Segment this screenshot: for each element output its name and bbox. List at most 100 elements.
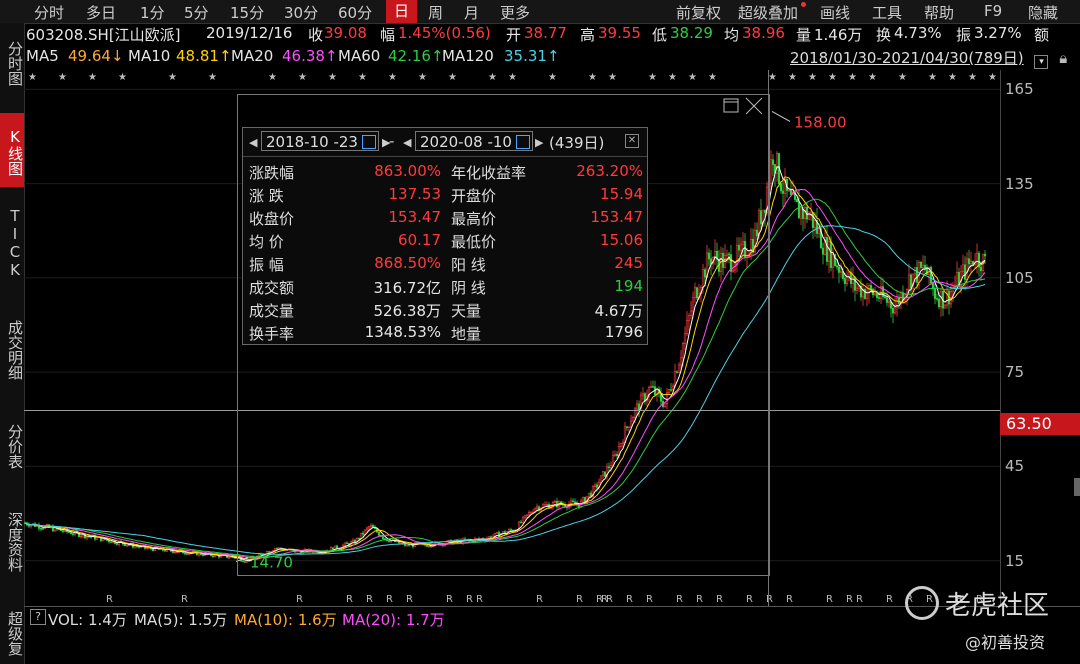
candle-body [509,529,513,531]
close-value: 39.08 [324,24,367,42]
vol-value: 1.46万 [814,26,863,44]
menu-help[interactable]: 帮助 [924,4,955,22]
rights-marker: R [786,594,793,605]
candle-body [855,287,859,291]
stat-label: 换手率 [249,325,295,343]
nav-depth-data[interactable]: 深度资料 [6,512,24,572]
candle-body [955,272,959,286]
candle-body [815,220,819,234]
rights-marker: R [576,594,583,605]
candle-body [979,266,983,271]
menu-item-1min[interactable]: 1分 [140,4,165,22]
menu-hide[interactable]: 隐藏 [1028,4,1059,22]
ma60-label: MA60 [338,47,381,65]
stat-label: 天量 [451,302,482,320]
candle-body [843,278,847,285]
candle-body [691,297,695,312]
menu-super-overlay[interactable]: 超级叠加 [738,4,799,22]
menu-item-fenshi[interactable]: 分时 [34,4,65,22]
menu-tools[interactable]: 工具 [872,4,903,22]
nav-super[interactable]: 超级复 [6,610,24,656]
calendar-icon[interactable] [362,135,376,149]
candle-body [671,385,675,390]
nav-kline-tu[interactable]: K线图 [0,113,24,187]
candle-body [825,237,829,262]
candle-body [615,454,619,457]
rights-marker: R [476,594,483,605]
nav-tick[interactable]: TICK [6,207,24,279]
menu-item-week[interactable]: 周 [428,4,444,22]
stat-label: 阴 线 [451,279,486,297]
date-range-text[interactable]: 2018/01/30-2021/04/30(789日) [790,49,1024,67]
close-icon[interactable] [745,97,763,115]
close-icon[interactable]: ✕ [625,134,639,148]
lock-icon[interactable]: 🔒︎ [1059,49,1068,67]
candle-body [651,386,655,388]
candle-body [765,186,769,213]
menu-item-5min[interactable]: 5分 [184,4,209,22]
close-label: 收 [308,26,324,44]
menu-item-month[interactable]: 月 [464,4,480,22]
ma10-label: MA10 [128,47,171,65]
end-date-text: 2020-08 -10 [420,133,512,151]
event-star-marker: ★ [168,72,177,83]
candle-body [789,190,793,196]
candle-body [591,486,595,497]
candle-body [603,471,607,477]
date-range[interactable]: 2018/01/30-2021/04/30(789日) ▾ 🔒︎ [790,47,1067,69]
stat-label: 振 幅 [249,256,284,274]
y-tick: 105 [1005,268,1034,287]
popup-date-row: ◀ 2018-10 -23 ▶ - ◀ 2020-08 -10 ▶ (439日)… [243,128,647,157]
candle-body [621,442,625,444]
interval-selection-rect[interactable] [237,94,770,576]
candle-body [863,289,867,299]
candle-body [787,190,791,192]
candle-body [757,210,761,237]
candle-body [429,545,433,548]
kline-chart[interactable]: 158.00 14.70 ★ ★ ★ ★ ★ ★ ★ ★ ★ ★ ★ ★ ★ ★ ★ ★ ★ ★ ★ ★ ★ ★ ★ ★ ★ ★ ★ ★ ★… [23,70,1000,606]
candle-body [845,276,849,285]
candle-body [523,515,527,518]
stat-label: 开盘价 [451,187,497,205]
menu-item-15min[interactable]: 15分 [230,4,265,22]
chevron-down-icon[interactable]: ▾ [1034,55,1049,69]
candle-body [387,540,391,543]
prev-start-icon[interactable]: ◀ [249,136,258,149]
nav-fenshi-tu[interactable]: 分时图 [6,40,24,86]
candle-body [737,244,741,251]
menu-draw[interactable]: 画线 [820,4,851,22]
candle-body [589,492,593,497]
start-date-field[interactable]: 2018-10 -23 [261,131,379,151]
candle-body [665,392,669,405]
y-tick: 45 [1005,457,1025,476]
rights-marker: R [596,594,603,605]
candle-body [933,288,937,299]
candle-body [833,254,837,267]
next-end-icon[interactable]: ▶ [535,136,544,149]
menu-item-duori[interactable]: 多日 [86,4,117,22]
maximize-icon[interactable] [723,98,739,113]
menu-item-30min[interactable]: 30分 [284,4,319,22]
scroll-handle[interactable] [1074,478,1080,496]
menu-fuquan[interactable]: 前复权 [676,4,722,22]
prev-end-icon[interactable]: ◀ [403,136,412,149]
calendar-icon[interactable] [516,135,530,149]
candle-body [631,416,635,422]
candle-body [769,159,773,184]
event-star-marker: ★ [808,72,817,83]
kline-svg[interactable]: 158.00 14.70 ★ ★ ★ ★ ★ ★ ★ ★ ★ ★ ★ ★ ★ ★ ★ ★ ★ ★ ★ ★ ★ ★ ★ ★ ★ ★ ★ ★ ★… [23,70,1000,606]
nav-trade-detail[interactable]: 成交明细 [6,320,24,380]
menu-item-60min[interactable]: 60分 [338,4,373,22]
menu-item-day[interactable]: 日 [386,0,418,23]
ma120-label: MA120 [442,47,494,65]
menu-item-more[interactable]: 更多 [500,4,531,22]
end-date-field[interactable]: 2020-08 -10 [415,131,533,151]
candle-body [105,539,109,541]
candle-body [369,525,373,528]
candle-body [839,271,843,273]
next-start-icon[interactable]: ▶ [382,136,391,149]
nav-price-table[interactable]: 分价表 [6,423,24,469]
help-icon[interactable]: ? [30,609,46,625]
candle-body [817,228,821,234]
menu-f9[interactable]: F9 [984,2,1003,20]
